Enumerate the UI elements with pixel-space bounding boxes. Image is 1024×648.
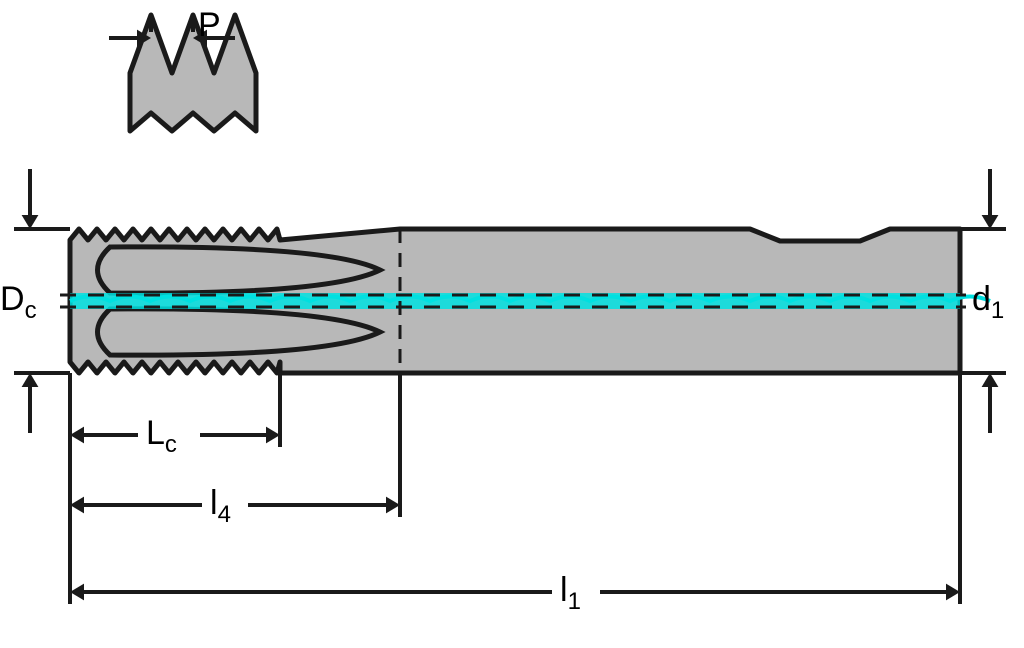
label-P: P	[198, 6, 221, 45]
label-d1: d1	[972, 280, 1004, 325]
label-l4: l4	[210, 484, 231, 529]
label-Lc: Lc	[146, 414, 177, 459]
label-l1: l1	[560, 571, 581, 616]
label-Dc: Dc	[0, 280, 37, 325]
